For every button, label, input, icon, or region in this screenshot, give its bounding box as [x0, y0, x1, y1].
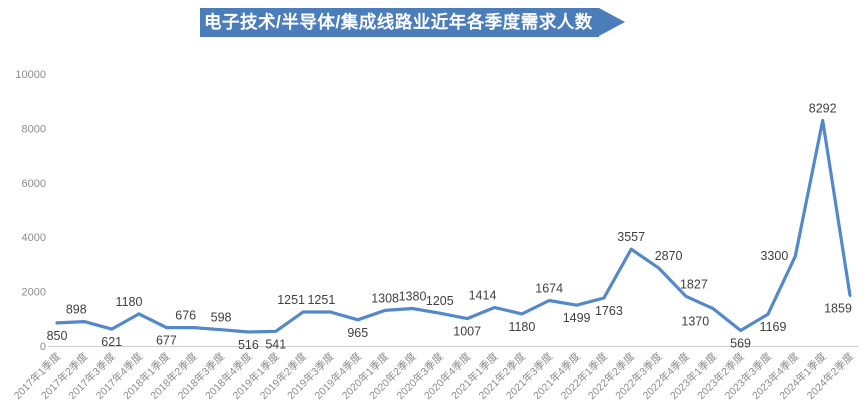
data-point-label: 516 [238, 338, 259, 352]
data-point-label: 1169 [760, 320, 787, 334]
data-point-label: 1380 [399, 290, 427, 304]
data-point-label: 965 [347, 326, 368, 340]
data-point-label: 1414 [469, 289, 497, 303]
data-point-label: 598 [211, 311, 232, 325]
y-tick-label: 4000 [22, 232, 46, 244]
y-tick-label: 10000 [15, 69, 46, 81]
data-point-label: 1674 [535, 282, 563, 296]
data-point-label: 1180 [508, 320, 535, 334]
data-point-label: 1499 [563, 311, 591, 325]
data-point-label: 677 [156, 334, 177, 348]
banner-arrow-icon [598, 8, 625, 36]
data-point-label: 850 [47, 329, 68, 343]
data-point-label: 1251 [277, 293, 305, 307]
data-point-label: 1180 [116, 295, 143, 309]
data-point-label: 1251 [307, 293, 335, 307]
data-point-label: 1007 [453, 325, 481, 339]
data-point-label: 8292 [809, 102, 837, 116]
data-point-label: 3557 [617, 230, 645, 244]
data-point-label: 1308 [371, 291, 399, 305]
data-point-label: 2870 [655, 249, 683, 263]
data-point-label: 1205 [426, 294, 454, 308]
data-point-label: 676 [175, 309, 196, 323]
y-tick-label: 8000 [22, 123, 46, 135]
y-tick-label: 6000 [22, 178, 46, 190]
data-point-label: 569 [730, 337, 751, 351]
data-point-label: 621 [101, 335, 122, 349]
y-tick-label: 2000 [22, 287, 46, 299]
y-tick-label: 0 [40, 341, 46, 353]
data-point-label: 541 [265, 337, 286, 351]
data-point-label: 1827 [680, 277, 708, 291]
data-point-label: 1763 [595, 304, 623, 318]
data-point-label: 1370 [681, 315, 709, 329]
data-point-label: 898 [66, 303, 87, 317]
chart-title-banner: 电子技术/半导体/集成线路业近年各季度需求人数 [200, 8, 625, 37]
data-point-label: 1859 [824, 301, 852, 315]
series-line [55, 118, 852, 334]
data-point-label: 3300 [760, 249, 788, 263]
chart-title: 电子技术/半导体/集成线路业近年各季度需求人数 [200, 8, 599, 37]
